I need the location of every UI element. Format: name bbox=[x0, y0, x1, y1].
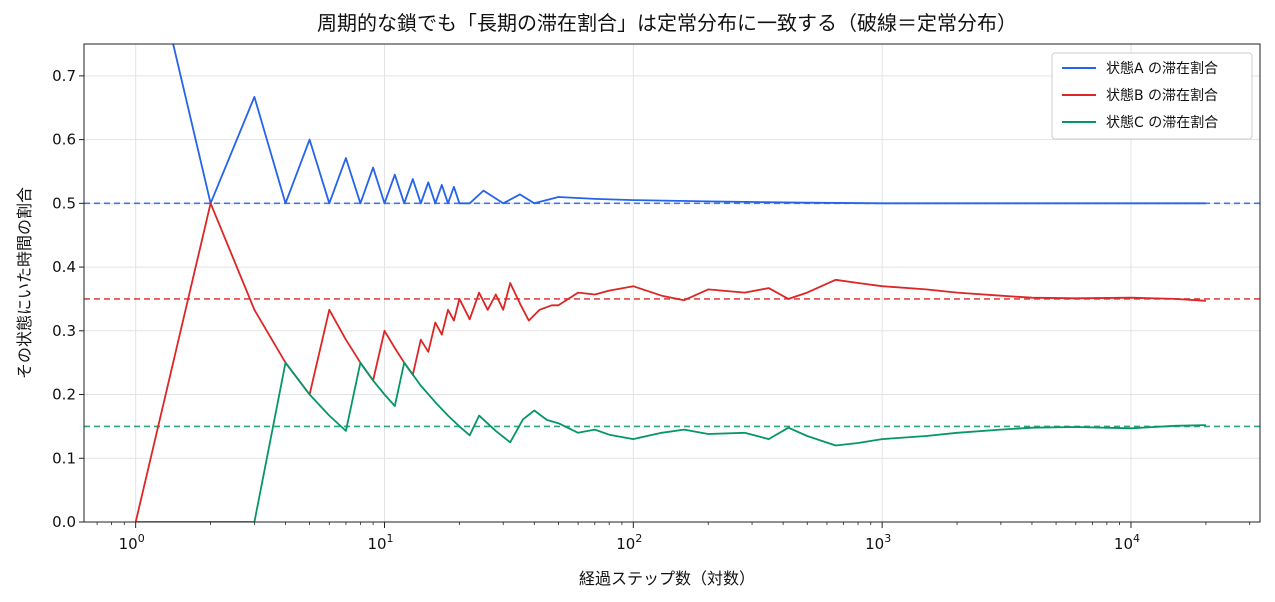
y-tick-label: 0.3 bbox=[52, 322, 76, 340]
y-axis-ticks: 0.0 0.1 0.2 0.3 0.4 0.5 0.6 0.7 bbox=[52, 67, 84, 531]
stationary-reference-lines bbox=[84, 202, 1260, 428]
x-tick-label: 101 bbox=[367, 532, 393, 553]
legend-label-a: 状態A の滞在割合 bbox=[1106, 60, 1218, 77]
series-line-a bbox=[172, 44, 1206, 205]
x-tick-label: 103 bbox=[865, 532, 891, 553]
legend-label-c: 状態C の滞在割合 bbox=[1106, 114, 1218, 131]
x-tick-label: 104 bbox=[1114, 532, 1140, 553]
legend-box bbox=[1051, 52, 1253, 140]
y-tick-label: 0.7 bbox=[52, 67, 76, 85]
legend: 状態A の滞在割合 状態B の滞在割合 状態C の滞在割合 bbox=[1051, 52, 1253, 140]
y-tick-label: 0.5 bbox=[52, 194, 76, 212]
x-tick-label: 102 bbox=[616, 532, 642, 553]
series-lines bbox=[134, 44, 1206, 522]
y-tick-label: 0.2 bbox=[52, 386, 76, 404]
y-tick-label: 0.1 bbox=[52, 449, 76, 467]
x-axis-label: 経過ステップ数（対数） bbox=[579, 569, 755, 588]
x-axis-ticks: 100 101 102 103 104 bbox=[96, 522, 1251, 553]
y-tick-label: 0.4 bbox=[52, 258, 76, 276]
x-tick-label: 100 bbox=[119, 532, 145, 553]
chart-title: 周期的な鎖でも「長期の滞在割合」は定常分布に一致する（破線＝定常分布） bbox=[317, 11, 1017, 35]
legend-label-b: 状態B の滞在割合 bbox=[1106, 87, 1218, 104]
y-axis-label: その状態にいた時間の割合 bbox=[15, 187, 34, 379]
series-line-c bbox=[135, 361, 1206, 522]
y-tick-label: 0.0 bbox=[52, 513, 76, 531]
series-line-b bbox=[134, 202, 1206, 522]
y-tick-label: 0.6 bbox=[52, 131, 76, 149]
plot-frame bbox=[83, 43, 1261, 523]
